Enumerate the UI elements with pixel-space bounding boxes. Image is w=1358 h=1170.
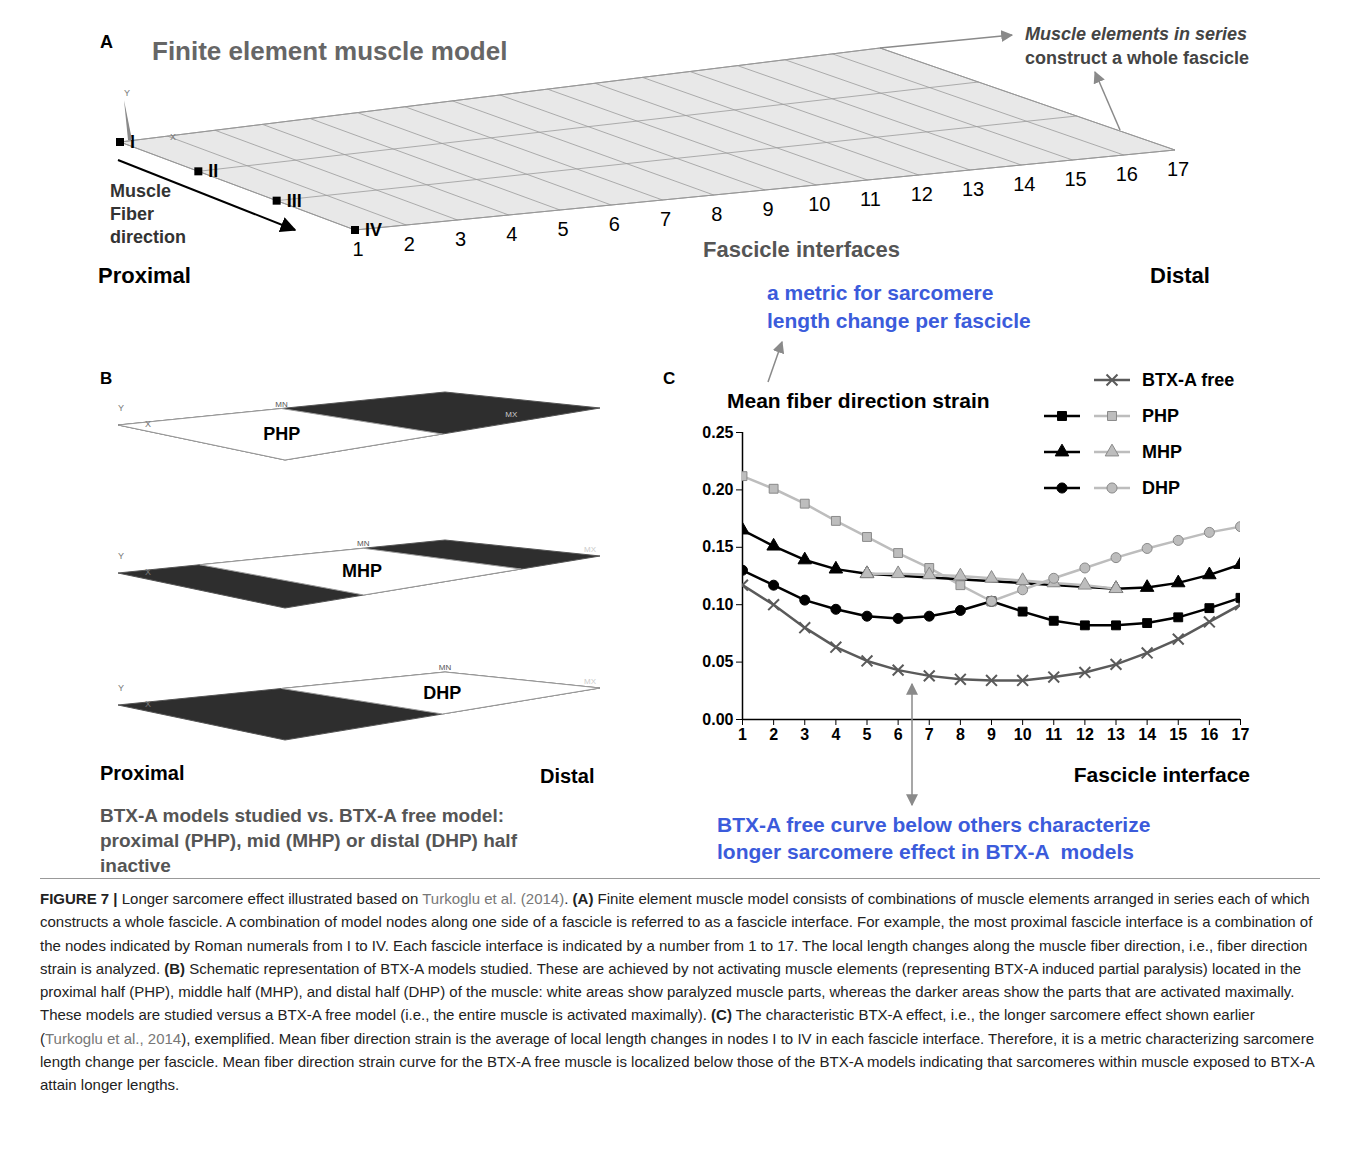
svg-text:7: 7 [660,208,671,230]
svg-text:BTX-A free: BTX-A free [1142,370,1234,390]
svg-text:II: II [208,161,218,181]
svg-text:3: 3 [455,228,466,250]
svg-text:direction: direction [110,227,186,247]
svg-text:Distal: Distal [1150,263,1210,288]
svg-text:MHP: MHP [1142,442,1182,462]
svg-text:13: 13 [1107,726,1125,743]
svg-text:longer sarcomere effect in BTX: longer sarcomere effect in BTX-A models [717,840,1134,863]
svg-text:2: 2 [769,726,778,743]
svg-text:13: 13 [962,178,984,200]
svg-text:10: 10 [808,193,830,215]
svg-text:PHP: PHP [263,424,300,444]
svg-text:6: 6 [894,726,903,743]
svg-text:length change per fascicle: length change per fascicle [767,309,1031,332]
svg-text:proximal (PHP), mid (MHP) or d: proximal (PHP), mid (MHP) or distal (DHP… [100,830,518,851]
svg-text:X: X [145,699,151,709]
svg-text:0.20: 0.20 [702,481,733,498]
svg-text:2: 2 [404,233,415,255]
svg-text:Mean fiber direction strain: Mean fiber direction strain [727,389,990,412]
svg-text:Distal: Distal [540,765,594,787]
svg-text:17: 17 [1232,726,1250,743]
svg-text:5: 5 [557,218,568,240]
svg-text:Finite element muscle model: Finite element muscle model [152,36,507,66]
svg-text:inactive: inactive [100,855,171,876]
svg-text:A: A [100,32,113,52]
svg-text:9: 9 [762,198,773,220]
svg-text:a metric for sarcomere: a metric for sarcomere [767,281,993,304]
svg-text:15: 15 [1169,726,1187,743]
svg-text:Proximal: Proximal [98,263,191,288]
svg-text:8: 8 [711,203,722,225]
html-text:FIGURE 7 | Longer sarcomere ef: FIGURE 7 | Longer sarcomere effect illus… [40,890,1314,1093]
svg-text:BTX-A models studied vs. BTX-A: BTX-A models studied vs. BTX-A free mode… [100,805,504,826]
svg-text:X: X [170,132,176,142]
svg-text:MHP: MHP [342,561,382,581]
svg-text:0.25: 0.25 [702,424,733,441]
svg-text:17: 17 [1167,158,1189,180]
svg-text:construct a whole fascicle: construct a whole fascicle [1025,48,1249,68]
svg-text:B: B [100,369,112,388]
svg-text:0.05: 0.05 [702,653,733,670]
svg-text:PHP: PHP [1142,406,1179,426]
svg-text:Muscle: Muscle [110,181,171,201]
svg-text:III: III [287,191,302,211]
svg-text:Proximal: Proximal [100,762,184,784]
svg-text:Muscle elements in series: Muscle elements in series [1025,24,1247,44]
svg-text:C: C [663,369,675,388]
svg-text:BTX-A free curve below others: BTX-A free curve below others characteri… [717,813,1150,836]
svg-text:5: 5 [863,726,872,743]
svg-text:0.00: 0.00 [702,711,733,728]
svg-text:7: 7 [925,726,934,743]
svg-text:15: 15 [1064,168,1086,190]
svg-text:MX: MX [505,410,518,419]
svg-text:Y: Y [118,683,124,693]
svg-text:3: 3 [800,726,809,743]
svg-text:12: 12 [911,183,933,205]
svg-text:12: 12 [1076,726,1094,743]
svg-text:Y: Y [118,403,124,413]
svg-text:Fascicle interface: Fascicle interface [1074,763,1250,786]
svg-text:Y: Y [118,551,124,561]
svg-text:MN: MN [357,539,370,548]
svg-text:1: 1 [738,726,747,743]
svg-text:DHP: DHP [1142,478,1180,498]
svg-text:MX: MX [584,677,597,686]
svg-text:0.10: 0.10 [702,596,733,613]
svg-text:16: 16 [1200,726,1218,743]
svg-text:1: 1 [352,238,363,260]
svg-text:6: 6 [609,213,620,235]
svg-text:8: 8 [956,726,965,743]
svg-text:MN: MN [439,663,452,672]
svg-text:MX: MX [584,545,597,554]
svg-text:X: X [145,567,151,577]
svg-text:MN: MN [275,400,288,409]
svg-text:10: 10 [1014,726,1032,743]
svg-text:Fiber: Fiber [110,204,154,224]
svg-text:0.15: 0.15 [702,538,733,555]
svg-text:X: X [145,419,151,429]
svg-text:9: 9 [987,726,996,743]
svg-text:11: 11 [1045,726,1062,743]
svg-text:DHP: DHP [423,683,461,703]
svg-text:4: 4 [506,223,517,245]
svg-text:IV: IV [365,220,382,240]
svg-text:Fascicle interfaces: Fascicle interfaces [703,237,900,262]
svg-text:4: 4 [831,726,840,743]
svg-text:11: 11 [860,188,881,210]
svg-text:I: I [130,132,135,152]
svg-text:16: 16 [1116,163,1138,185]
svg-text:14: 14 [1013,173,1035,195]
svg-text:Y: Y [124,88,130,98]
svg-text:14: 14 [1138,726,1156,743]
